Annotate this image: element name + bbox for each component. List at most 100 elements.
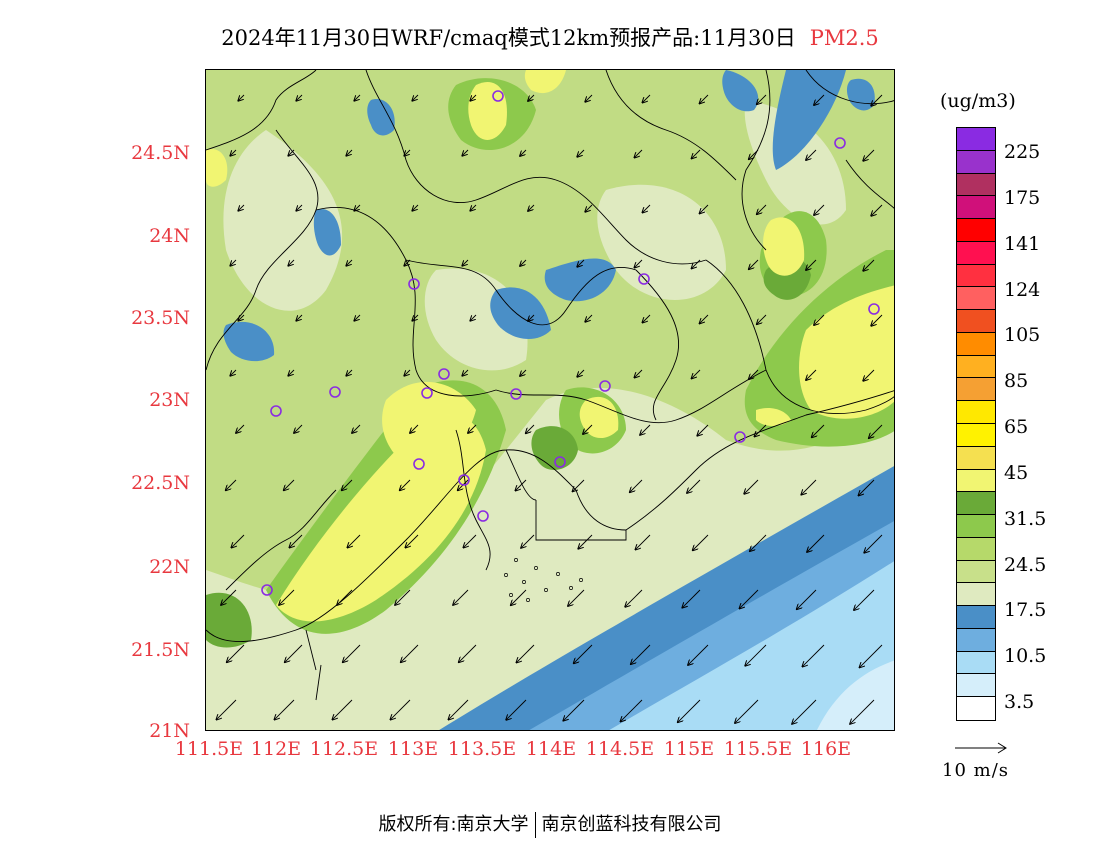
legend-swatch [957,264,995,288]
wind-vector-arrow [640,424,651,435]
wind-reference-arrow-icon [955,742,1007,754]
wind-vector-arrow [230,259,237,266]
wind-vector-arrow [850,699,875,724]
wind-vector-arrow [337,589,353,605]
wind-vector-arrow [453,589,469,605]
lat-label-23: 23N [149,389,190,411]
lat-label-23.5: 23.5N [131,307,190,329]
boundary-line [741,70,771,251]
boundary-line [635,269,680,421]
legend-label-124: 124 [1004,279,1041,301]
lat-label-24.5: 24.5N [131,142,190,164]
island-outline [509,593,513,597]
wind-vector-arrow [583,424,593,434]
legend-swatch [957,196,995,220]
wind-vector-arrow [342,479,353,490]
footer-divider [534,812,536,838]
wind-vector-arrow [757,204,767,214]
boundary-line [206,449,577,642]
wind-vector-arrow [634,259,643,268]
lon-label-113: 113E [387,738,439,760]
moderate-concentration-area [206,592,252,648]
color-legend [956,127,996,721]
wind-vector-arrow [693,534,709,550]
low-concentration-pocket [313,209,341,256]
low-concentration-pocket [367,99,395,136]
wind-vector-arrow [814,204,825,215]
legend-label-17.5: 17.5 [1004,599,1047,621]
boundary-line [805,70,894,105]
monitoring-station-marker [413,458,425,470]
island-outline [569,586,573,590]
lon-label-113.5: 113.5E [447,738,517,760]
wind-vector-arrow [275,699,295,719]
high-concentration-area [756,408,791,426]
legend-swatch [957,378,995,402]
wind-vector-arrow [404,259,411,266]
wind-vector-arrow [528,314,535,321]
wind-vector-arrow [354,204,361,211]
wind-vector-arrow [744,479,759,494]
wind-vector-arrow [288,149,295,156]
wind-vector-arrow [757,94,767,104]
legend-label-65: 65 [1004,416,1029,438]
monitoring-station-marker [554,456,566,468]
wind-vector-arrow [688,644,709,665]
wind-vector-arrow [238,94,245,101]
wind-reference-label: 10 m/s [942,760,1009,781]
wind-vector-arrow [410,424,419,433]
boundary-line [305,629,322,701]
wind-vector-arrow [521,534,535,548]
wind-vector-arrow [288,259,295,266]
wind-vector-arrow [288,369,295,376]
wind-vector-arrow [749,369,759,379]
wind-vector-arrow [238,204,245,211]
island-outline [504,573,508,577]
high-concentration-area [799,285,894,419]
boundary-line [206,70,317,151]
legend-swatch [957,401,995,424]
wind-vector-arrow [296,94,303,101]
wind-vector-arrow [678,699,701,722]
monitoring-station-marker [458,474,470,486]
wind-vector-arrow [462,259,469,266]
legend-swatch [957,606,995,629]
wind-vector-arrow [812,424,825,437]
monitoring-station-marker [329,386,341,398]
island-outline [522,580,526,584]
lat-label-24: 24N [149,225,190,247]
wind-vector-arrow [230,149,237,156]
wind-vector-arrow [806,259,817,270]
monitoring-station-marker [477,510,489,522]
wind-vector-arrow [284,479,295,490]
wind-vector-arrow [687,479,701,493]
wind-vector-arrow [285,644,303,662]
wind-vector-arrow [700,314,709,323]
wind-vector-arrow [511,589,527,605]
wind-vector-arrow [700,204,709,213]
wind-vector-arrow [470,314,477,321]
wind-vector-arrow [814,94,825,105]
wind-vector-arrow [636,534,651,549]
wind-vector-arrow [470,94,477,101]
wind-vector-arrow [631,644,651,664]
legend-swatch [957,469,995,493]
wind-vector-arrow [806,369,817,380]
wind-vector-arrow [577,259,585,267]
wind-vector-arrow [343,644,361,662]
low-concentration-pocket [544,258,616,302]
wind-vector-arrow [801,479,817,495]
wind-vector-arrow [682,589,701,608]
wind-vector-arrow [391,699,411,719]
wind-vector-arrow [296,314,303,321]
wind-vector-arrow [700,94,709,103]
boundary-line [845,159,894,209]
monitoring-station-marker [834,137,846,149]
low-concentration-pocket [223,321,275,362]
lat-label-21: 21N [149,720,190,742]
wind-vector-arrow [577,149,585,157]
legend-swatch [957,355,995,379]
low-concentration-area [223,130,343,311]
wind-vector-arrow [217,699,237,719]
wind-vector-arrow [871,204,883,216]
